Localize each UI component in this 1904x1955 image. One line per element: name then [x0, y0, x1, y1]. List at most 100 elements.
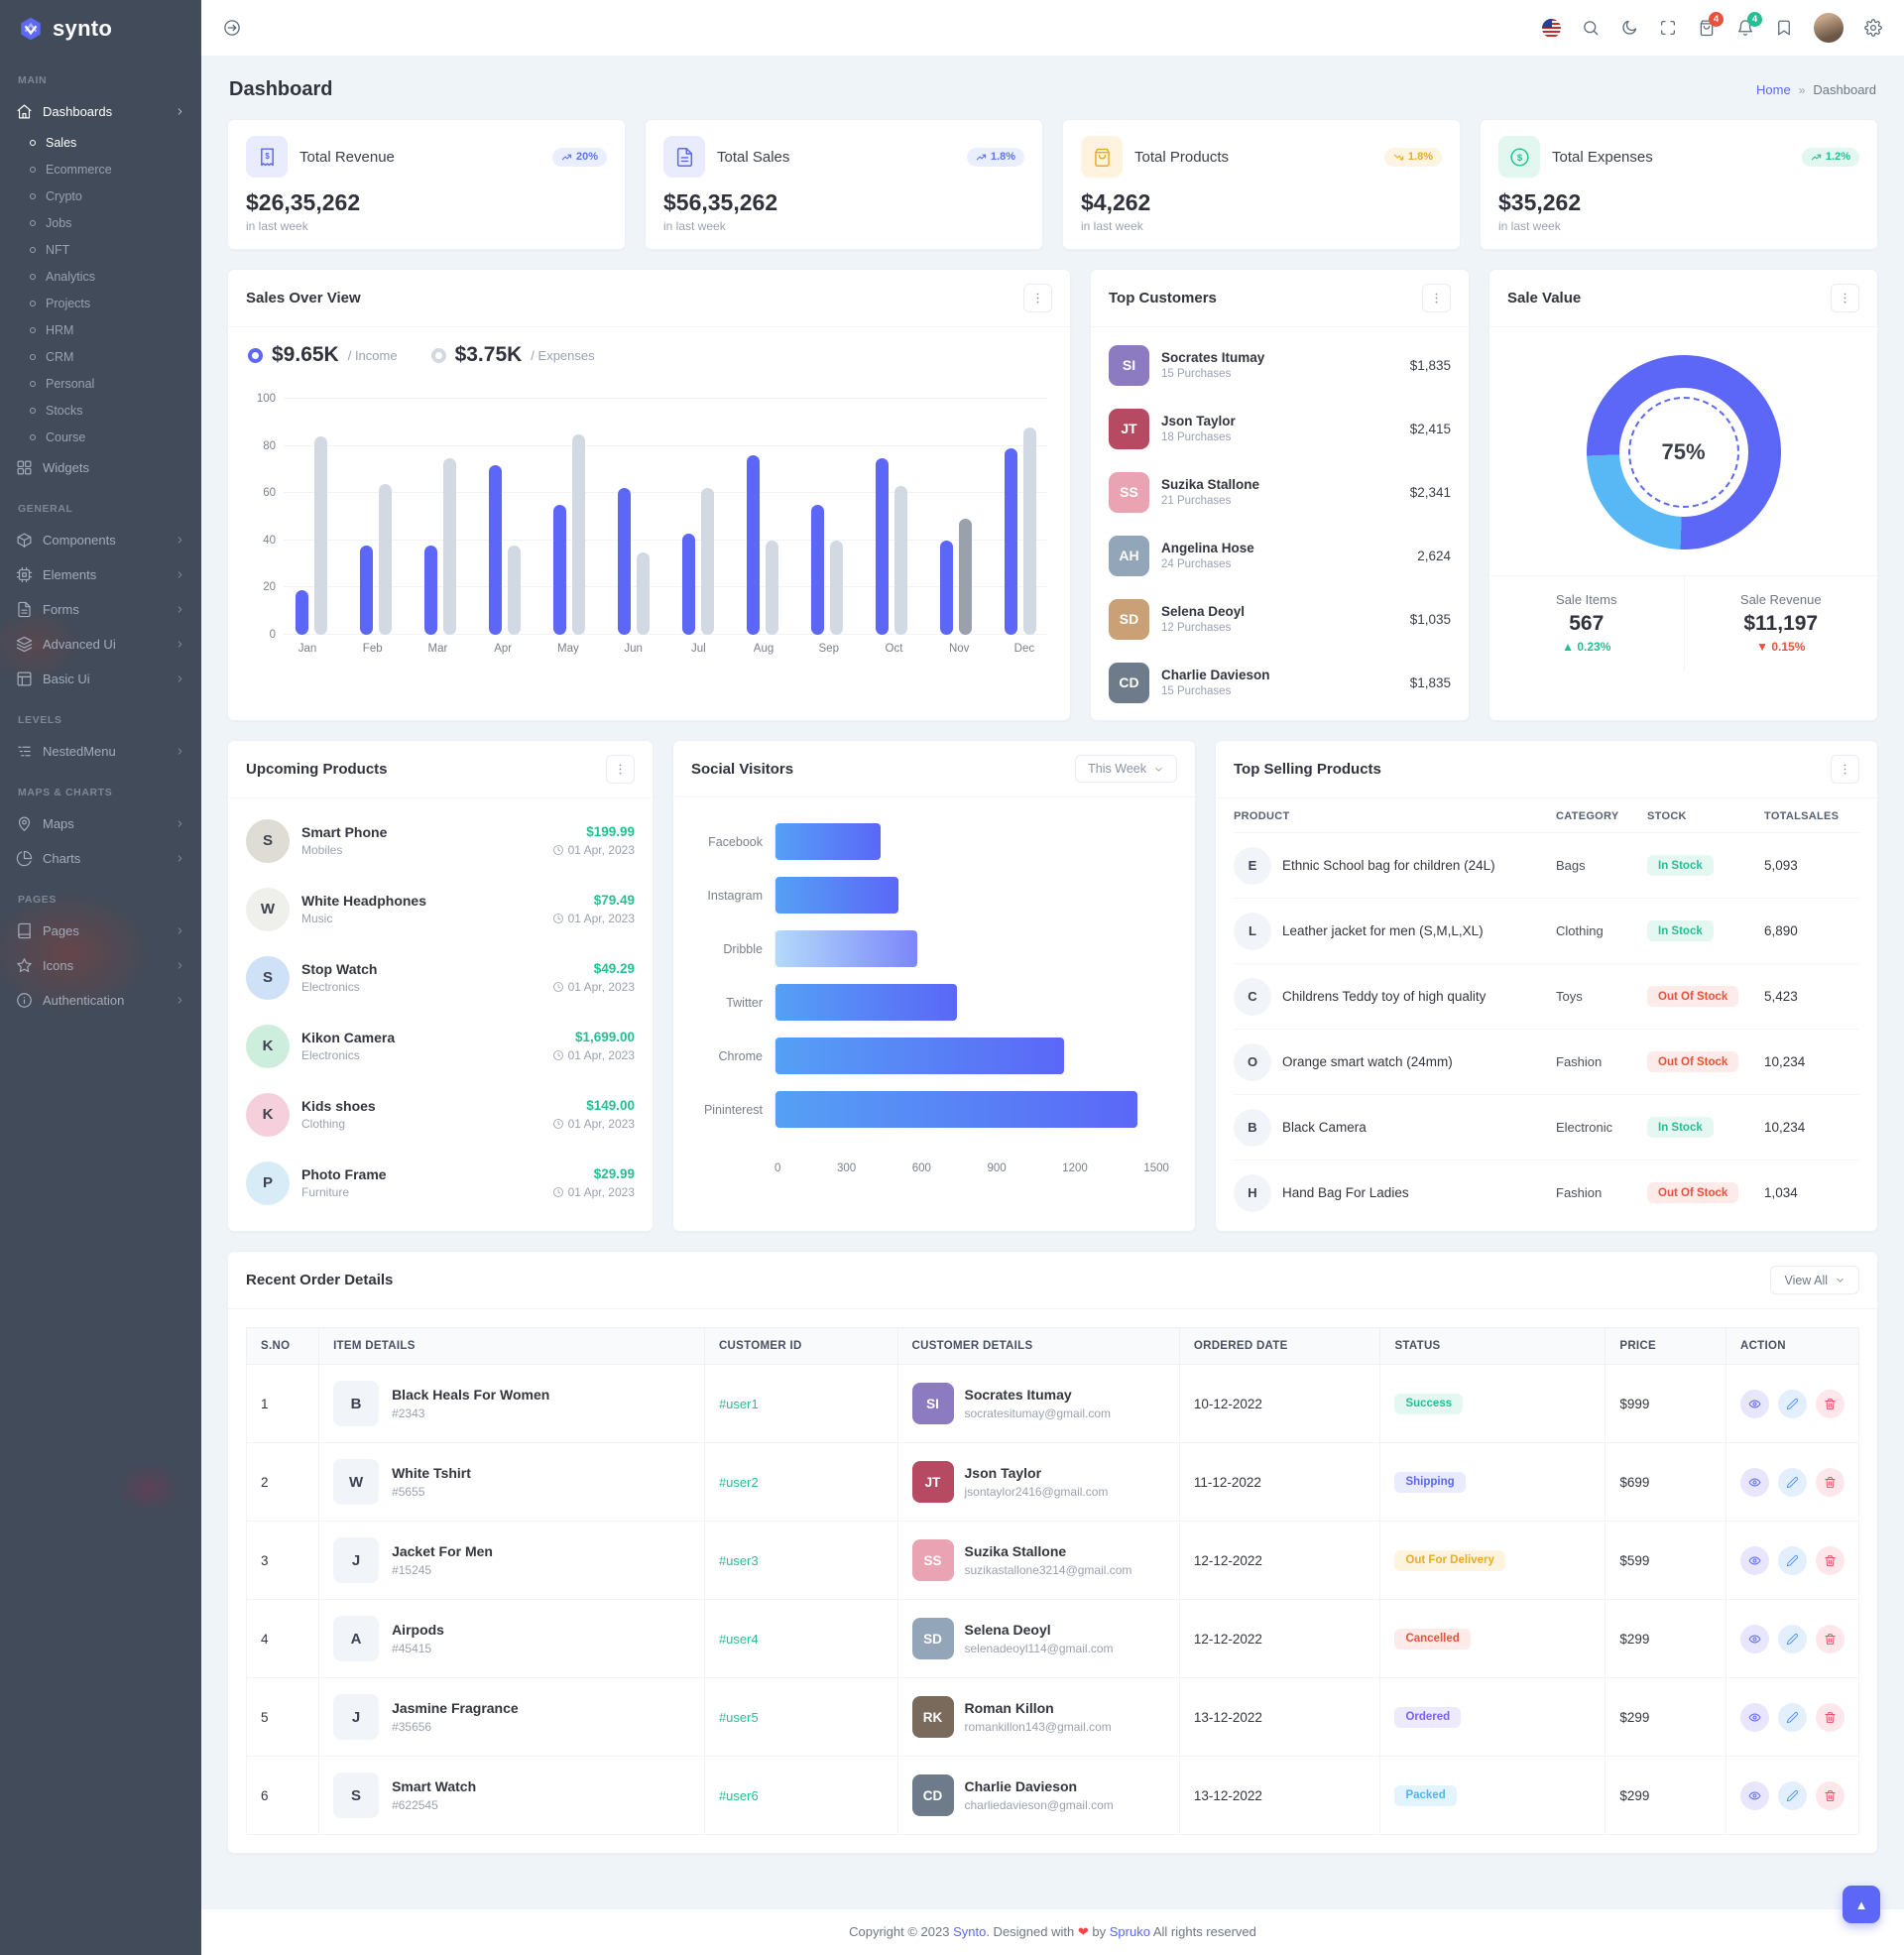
sidebar-item-maps[interactable]: Maps	[0, 806, 201, 841]
view-button[interactable]	[1739, 1389, 1769, 1418]
dark-mode-icon[interactable]	[1620, 19, 1638, 37]
edit-button[interactable]	[1777, 1780, 1807, 1810]
bar-income	[553, 505, 566, 635]
sidebar-subitem-jobs[interactable]: Jobs	[0, 209, 201, 236]
view-button[interactable]	[1739, 1624, 1769, 1653]
status-cell: Ordered	[1379, 1677, 1606, 1757]
brand-logo-icon	[18, 16, 44, 42]
top-customers-menu-button[interactable]	[1422, 284, 1451, 312]
cart-icon[interactable]: 4	[1698, 12, 1724, 37]
sno-cell: 3	[245, 1521, 320, 1600]
view-button[interactable]	[1739, 1467, 1769, 1497]
search-icon[interactable]	[1582, 19, 1600, 37]
sidebar-subitem-nft[interactable]: NFT	[0, 236, 201, 263]
sidebar-subitem-crm[interactable]: CRM	[0, 343, 201, 370]
brand[interactable]: synto	[0, 0, 201, 57]
delete-button[interactable]	[1815, 1545, 1844, 1575]
edit-button[interactable]	[1777, 1702, 1807, 1732]
sidebar-item-icons[interactable]: Icons	[0, 948, 201, 983]
product-name: Photo Frame	[301, 1166, 387, 1182]
delete-button[interactable]	[1815, 1389, 1844, 1418]
sidebar-item-dashboards[interactable]: Dashboards	[0, 94, 201, 129]
sidebar-item-forms[interactable]: Forms	[0, 592, 201, 627]
edit-button[interactable]	[1777, 1467, 1807, 1497]
footer-brand-link[interactable]: Synto	[953, 1924, 987, 1939]
sidebar-item-nested-menu[interactable]: NestedMenu	[0, 734, 201, 769]
product-info: Stop Watch Electronics	[301, 961, 377, 994]
stat-card-subtext: in last week	[1498, 219, 1561, 233]
view-button[interactable]	[1739, 1545, 1769, 1575]
social-visitors-filter-button[interactable]: This Week	[1075, 755, 1177, 783]
sales-overview-title: Sales Over View	[246, 290, 361, 306]
sidebar-item-pages[interactable]: Pages	[0, 914, 201, 948]
top-selling-menu-button[interactable]	[1831, 755, 1859, 784]
column-header: ACTION	[1725, 1327, 1860, 1365]
item-id: #5655	[392, 1485, 425, 1499]
sidebar-subitem-ecommerce[interactable]: Ecommerce	[0, 156, 201, 183]
edit-button[interactable]	[1777, 1624, 1807, 1653]
customer-avatar: JT	[911, 1461, 954, 1503]
sidebar-subitem-stocks[interactable]: Stocks	[0, 397, 201, 424]
sales-overview-card: Sales Over View $9.65K / Income $3.75K / Ex…	[227, 269, 1071, 721]
delete-button[interactable]	[1815, 1702, 1844, 1732]
sidebar-item-charts[interactable]: Charts	[0, 841, 201, 876]
status-badge: Success	[1394, 1393, 1464, 1414]
upcoming-products-menu-button[interactable]	[606, 755, 635, 784]
sales-overview-menu-button[interactable]	[1023, 284, 1052, 312]
sidebar-item-authentication[interactable]: Authentication	[0, 983, 201, 1018]
stat-card-title: Total Sales	[717, 148, 790, 166]
chevron-right-icon	[175, 853, 185, 864]
sale-value-menu-button[interactable]	[1831, 284, 1859, 312]
sidebar-item-advanced-ui[interactable]: Advanced Ui	[0, 627, 201, 662]
customer-cell: SD Selena Deoyl selenadeoyl114@gmail.com	[911, 1618, 1165, 1659]
stat-card-title: Total Products	[1134, 148, 1230, 166]
customer-id-cell: #user3	[703, 1521, 898, 1600]
view-button[interactable]	[1739, 1780, 1769, 1810]
x-tick-label: Apr	[494, 643, 513, 655]
sidebar-item-elements[interactable]: Elements	[0, 557, 201, 592]
fullscreen-icon[interactable]	[1659, 19, 1677, 37]
notifications-badge: 4	[1747, 12, 1762, 27]
sidebar-subitem-crypto[interactable]: Crypto	[0, 183, 201, 209]
user-avatar[interactable]	[1814, 13, 1844, 43]
bookmark-icon[interactable]	[1775, 19, 1793, 37]
bar-group	[489, 399, 521, 635]
customer-id-cell: #user4	[703, 1599, 898, 1678]
edit-button[interactable]	[1777, 1389, 1807, 1418]
collapse-sidebar-icon[interactable]	[223, 19, 241, 37]
item-cell: S Smart Watch #622545	[333, 1772, 690, 1818]
item-cell: J Jacket For Men #15245	[333, 1537, 690, 1583]
sidebar-subitem-sales[interactable]: Sales	[0, 129, 201, 156]
scroll-to-top-button[interactable]: ▲	[1843, 1886, 1880, 1923]
delete-button[interactable]	[1815, 1780, 1844, 1810]
delete-button[interactable]	[1815, 1624, 1844, 1653]
item-details-cell: W White Tshirt #5655	[318, 1442, 705, 1522]
delete-button[interactable]	[1815, 1467, 1844, 1497]
customer-avatar: JT	[1109, 408, 1149, 449]
clock-icon	[552, 913, 564, 924]
view-all-button[interactable]: View All	[1770, 1266, 1859, 1294]
sidebar-subitem-projects[interactable]: Projects	[0, 290, 201, 316]
view-button[interactable]	[1739, 1702, 1769, 1732]
notifications-icon[interactable]: 4	[1736, 12, 1762, 37]
social-track	[774, 877, 1169, 914]
social-bar-row: Twitter	[683, 984, 1169, 1021]
edit-button[interactable]	[1777, 1545, 1807, 1575]
sidebar-subitem-analytics[interactable]: Analytics	[0, 263, 201, 290]
footer-designer-link[interactable]: Spruko	[1109, 1924, 1150, 1939]
sidebar-subitem-hrm[interactable]: HRM	[0, 316, 201, 343]
sidebar-item-widgets[interactable]: Widgets	[0, 450, 201, 485]
sidebar-item-components[interactable]: Components	[0, 523, 201, 557]
sidebar-subitem-personal[interactable]: Personal	[0, 370, 201, 397]
social-track	[774, 823, 1169, 860]
product-date-value: 01 Apr, 2023	[567, 980, 635, 994]
settings-icon[interactable]	[1864, 19, 1882, 37]
item-id: #2343	[392, 1406, 425, 1420]
action-buttons	[1739, 1389, 1844, 1418]
sidebar-subitem-course[interactable]: Course	[0, 424, 201, 450]
sidebar-item-basic-ui[interactable]: Basic Ui	[0, 662, 201, 696]
customer-purchases: 15 Purchases	[1161, 368, 1232, 380]
language-flag-icon[interactable]	[1542, 18, 1561, 38]
sales-icon	[674, 147, 695, 168]
breadcrumb-home[interactable]: Home	[1756, 82, 1791, 97]
